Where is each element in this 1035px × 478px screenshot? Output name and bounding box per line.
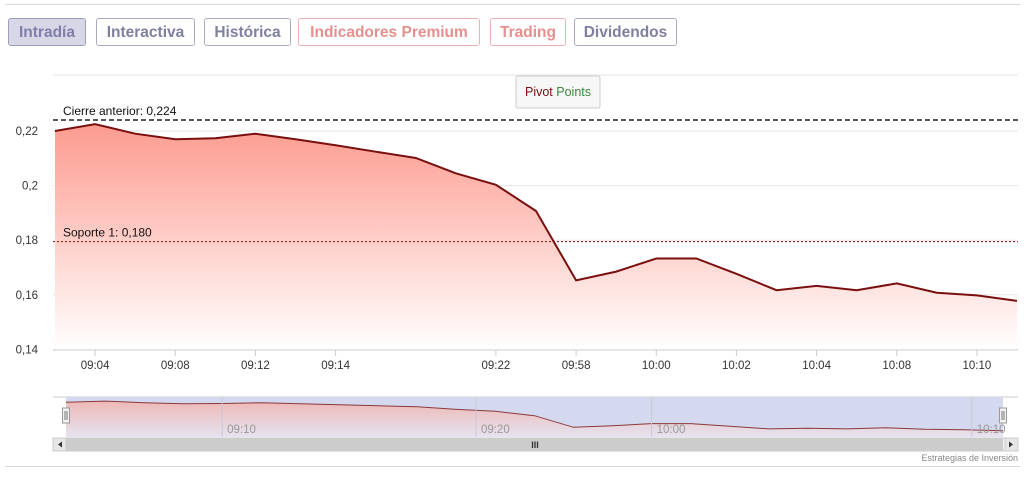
navigator-label-1: 09:20	[481, 424, 510, 436]
navigator-handle-left[interactable]	[62, 407, 70, 424]
credit-text: Estrategias de Inversión	[921, 453, 1018, 463]
points-label: Points	[556, 85, 591, 99]
tab-interactiva[interactable]: Interactiva	[96, 18, 195, 46]
x-tick-label-6: 10:00	[642, 360, 671, 372]
y-tick-label-4: 0,22	[16, 126, 38, 138]
bottom-divider	[5, 466, 1020, 467]
pivot-label: Pivot	[525, 85, 553, 99]
y-tick-label-2: 0,18	[16, 235, 38, 247]
tab-histórica[interactable]: Histórica	[204, 18, 291, 46]
svg-text:Pivot Points: Pivot Points	[525, 85, 591, 99]
scroll-left-arrow[interactable]	[52, 437, 67, 452]
x-tick-label-2: 09:12	[241, 360, 270, 372]
y-tick-label-3: 0,2	[22, 181, 38, 193]
price-line	[54, 123, 1018, 302]
tab-indicadores-premium[interactable]: Indicadores Premium	[298, 18, 480, 46]
x-tick-label-0: 09:04	[81, 360, 110, 372]
navigator[interactable]: 09:10 09:20 10:00 10:10 III	[52, 396, 1019, 452]
x-tick-label-9: 10:08	[882, 360, 911, 372]
x-tick-label-3: 09:14	[321, 360, 350, 372]
x-tick-label-10: 10:10	[963, 360, 992, 372]
x-tick-label-8: 10:04	[802, 360, 831, 372]
price-area	[55, 124, 1017, 350]
y-tick-label-0: 0,14	[16, 345, 39, 357]
x-tick-label-7: 10:02	[722, 360, 751, 372]
tab-dividendos[interactable]: Dividendos	[574, 18, 677, 46]
navigator-scrollbar[interactable]: III	[52, 437, 1019, 452]
navigator-area	[66, 401, 1003, 437]
top-divider	[5, 4, 1020, 5]
scroll-right-arrow[interactable]	[1004, 437, 1019, 452]
x-tick-label-5: 09:58	[562, 360, 591, 372]
y-tick-label-1: 0,16	[16, 290, 38, 302]
x-axis: 09:04 09:08 09:12 09:14 09:22 09:58 10:00 10:02…	[53, 349, 1018, 372]
tab-intradía[interactable]: Intradía	[8, 18, 86, 46]
scrollbar-grip: III	[531, 440, 539, 450]
navigator-label-0: 09:10	[227, 424, 256, 436]
pivot-points-button[interactable]: Pivot Points	[515, 75, 601, 109]
navigator-handle-right[interactable]	[999, 407, 1007, 424]
scrollbar-thumb[interactable]	[66, 438, 1003, 451]
reference-label-1: Soporte 1: 0,180	[63, 226, 152, 240]
reference-lines: Cierre anterior: 0,224 Soporte 1: 0,180	[53, 104, 1018, 243]
x-tick-label-1: 09:08	[161, 360, 190, 372]
reference-label-0: Cierre anterior: 0,224	[63, 104, 177, 118]
y-axis: 0,14 0,16 0,18 0,2 0,22	[16, 126, 39, 357]
navigator-label-3: 10:10	[977, 424, 1006, 436]
x-tick-label-4: 09:22	[482, 360, 511, 372]
tab-trading[interactable]: Trading	[490, 18, 566, 46]
navigator-label-2: 10:00	[657, 424, 686, 436]
